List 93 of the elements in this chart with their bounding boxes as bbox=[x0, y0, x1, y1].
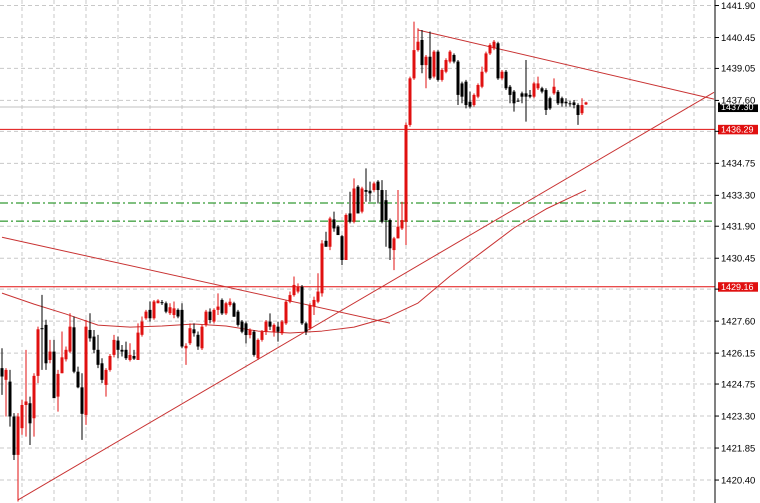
candlestick bbox=[260, 329, 264, 342]
y-tick-label: 1430.45 bbox=[721, 254, 756, 265]
candlestick bbox=[492, 39, 496, 51]
candlestick bbox=[556, 90, 560, 106]
candlestick bbox=[392, 236, 396, 271]
candlestick bbox=[416, 28, 420, 52]
candlestick bbox=[172, 300, 176, 319]
candlestick bbox=[128, 342, 132, 362]
candlestick bbox=[544, 88, 548, 116]
y-tick-label: 1421.85 bbox=[721, 443, 756, 454]
candlestick bbox=[148, 300, 152, 322]
candlestick bbox=[396, 190, 400, 239]
candlestick bbox=[364, 168, 368, 202]
candlestick bbox=[168, 302, 172, 316]
candlestick bbox=[4, 368, 8, 417]
candlestick bbox=[384, 190, 388, 248]
candlestick bbox=[92, 329, 96, 354]
candlestick bbox=[124, 341, 128, 360]
candlestick bbox=[40, 294, 44, 370]
candlestick bbox=[372, 181, 376, 192]
candlestick bbox=[276, 321, 280, 342]
candlestick bbox=[360, 186, 364, 214]
y-tick-label: 1423.30 bbox=[721, 411, 756, 422]
candlestick bbox=[248, 328, 252, 339]
candlestick bbox=[504, 69, 508, 91]
candlestick bbox=[520, 91, 524, 104]
candlestick bbox=[0, 348, 4, 396]
candlestick bbox=[428, 31, 432, 80]
candlestick bbox=[252, 329, 256, 358]
y-tick-label: 1427.60 bbox=[721, 316, 756, 328]
candlestick bbox=[512, 90, 516, 112]
candlestick bbox=[304, 321, 308, 336]
candlestick bbox=[164, 300, 168, 314]
candlestick bbox=[24, 349, 28, 438]
candlestick bbox=[184, 342, 188, 366]
candlestick bbox=[524, 60, 528, 122]
candlestick bbox=[532, 81, 536, 99]
y-tick-label: 1431.90 bbox=[721, 222, 756, 233]
candlestick bbox=[116, 336, 120, 359]
candlestick bbox=[452, 52, 456, 64]
candlestick bbox=[464, 79, 468, 109]
candlestick bbox=[196, 331, 200, 350]
candlestick bbox=[272, 322, 276, 338]
candlestick bbox=[144, 309, 148, 320]
candlestick bbox=[424, 54, 428, 89]
candlestick bbox=[244, 321, 248, 344]
candlestick bbox=[264, 320, 268, 336]
candlestick bbox=[308, 302, 312, 330]
candlestick bbox=[208, 308, 212, 324]
y-tick-label: 1433.30 bbox=[721, 190, 756, 202]
candlestick bbox=[288, 291, 292, 304]
y-tick-label: 1440.45 bbox=[721, 32, 756, 44]
candlestick bbox=[560, 96, 564, 108]
candlestick bbox=[224, 301, 228, 316]
candlestick bbox=[204, 309, 208, 328]
y-tick-label: 1434.75 bbox=[721, 158, 756, 170]
candlestick bbox=[324, 231, 328, 248]
candlestick bbox=[368, 181, 372, 202]
candlestick bbox=[268, 312, 272, 330]
candlestick bbox=[212, 308, 216, 324]
ref-line-label: 1436.29 bbox=[721, 124, 754, 134]
candlestick bbox=[200, 324, 204, 351]
candlestick bbox=[112, 334, 116, 358]
candlestick bbox=[188, 322, 192, 346]
candlestick bbox=[192, 322, 196, 338]
candlestick bbox=[348, 191, 352, 224]
y-tick-label: 1426.15 bbox=[721, 348, 756, 360]
candlestick bbox=[340, 234, 344, 266]
candlestick bbox=[48, 339, 52, 364]
candlestick bbox=[108, 354, 112, 372]
candlestick bbox=[104, 368, 108, 398]
candlestick bbox=[484, 51, 488, 74]
candlestick bbox=[152, 299, 156, 320]
y-tick-label: 1441.90 bbox=[721, 0, 756, 12]
candlestick bbox=[28, 396, 32, 446]
candlestick bbox=[332, 211, 336, 232]
candlestick bbox=[256, 338, 260, 360]
y-tick-label: 1424.75 bbox=[721, 379, 756, 390]
candlestick bbox=[552, 78, 556, 96]
candlestick bbox=[56, 369, 60, 412]
candlestick bbox=[580, 98, 584, 116]
candlestick bbox=[376, 180, 380, 204]
candlestick bbox=[576, 102, 580, 126]
y-tick-label: 1420.40 bbox=[721, 475, 756, 486]
candlestick bbox=[488, 42, 492, 56]
candlestick bbox=[132, 349, 136, 360]
candlestick bbox=[216, 292, 220, 316]
candlestick bbox=[220, 298, 224, 316]
y-tick-label: 1439.05 bbox=[721, 64, 756, 75]
candlestick bbox=[500, 69, 504, 80]
candlestick bbox=[60, 331, 64, 374]
candlestick bbox=[76, 366, 80, 389]
ref-line-label: 1429.16 bbox=[721, 282, 754, 292]
